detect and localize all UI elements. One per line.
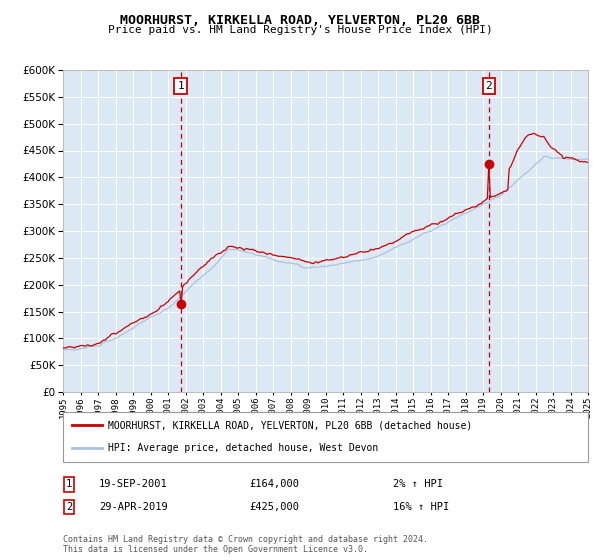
Text: £425,000: £425,000 bbox=[249, 502, 299, 512]
Text: £164,000: £164,000 bbox=[249, 479, 299, 489]
Text: MOORHURST, KIRKELLA ROAD, YELVERTON, PL20 6BB: MOORHURST, KIRKELLA ROAD, YELVERTON, PL2… bbox=[120, 14, 480, 27]
Text: 16% ↑ HPI: 16% ↑ HPI bbox=[393, 502, 449, 512]
Text: MOORHURST, KIRKELLA ROAD, YELVERTON, PL20 6BB (detached house): MOORHURST, KIRKELLA ROAD, YELVERTON, PL2… bbox=[108, 420, 472, 430]
Text: 1: 1 bbox=[66, 479, 72, 489]
Text: 19-SEP-2001: 19-SEP-2001 bbox=[99, 479, 168, 489]
Text: 29-APR-2019: 29-APR-2019 bbox=[99, 502, 168, 512]
Text: 2: 2 bbox=[66, 502, 72, 512]
Text: 2% ↑ HPI: 2% ↑ HPI bbox=[393, 479, 443, 489]
Text: Price paid vs. HM Land Registry's House Price Index (HPI): Price paid vs. HM Land Registry's House … bbox=[107, 25, 493, 35]
Text: HPI: Average price, detached house, West Devon: HPI: Average price, detached house, West… bbox=[108, 444, 378, 454]
Text: 1: 1 bbox=[177, 81, 184, 91]
Text: Contains HM Land Registry data © Crown copyright and database right 2024.
This d: Contains HM Land Registry data © Crown c… bbox=[63, 535, 428, 554]
Text: 2: 2 bbox=[485, 81, 492, 91]
